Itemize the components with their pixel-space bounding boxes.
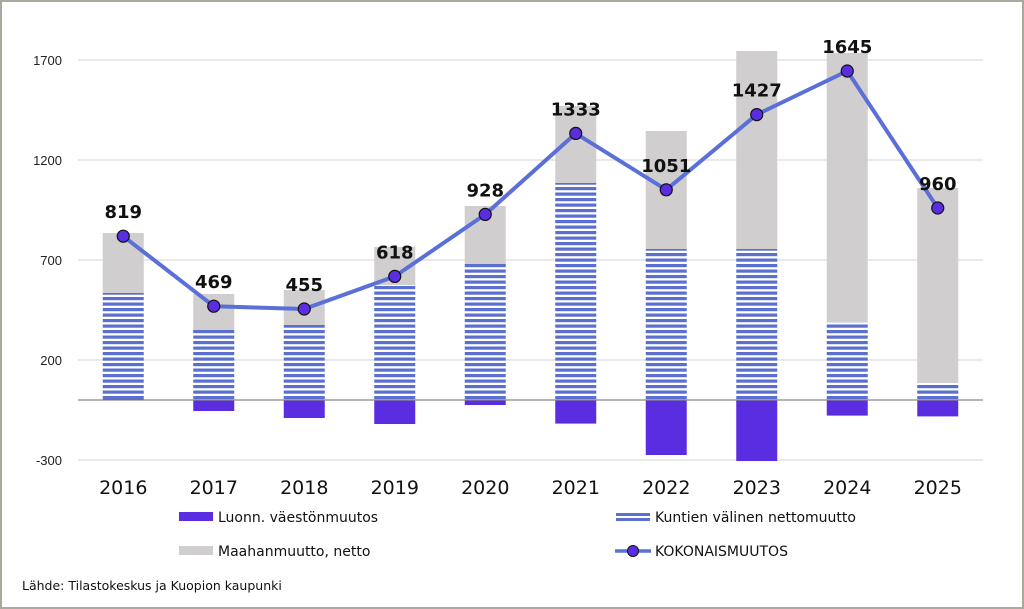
y-tick-label: 1700 [33, 53, 62, 68]
legend-swatch-natural [179, 512, 213, 521]
legend-marker-total [627, 545, 639, 557]
data-label: 928 [466, 180, 504, 201]
total-change-point [116, 229, 130, 243]
total-line [116, 64, 945, 316]
bar-natural-change [736, 400, 778, 461]
data-label: 469 [195, 272, 233, 293]
bar-immigration [102, 233, 144, 293]
data-labels: 819 469 455 618 928 1333 1051 1427 1645 960 [104, 37, 956, 296]
y-tick-label: 200 [40, 353, 62, 368]
y-axis-ticks: -300 200 700 1200 1700 [33, 53, 62, 468]
bar-immigration [736, 51, 778, 249]
x-tick-label: 2017 [190, 477, 238, 499]
legend-swatch-municipal-stripe [616, 518, 650, 521]
total-change-point [569, 126, 583, 140]
legend-item-total: KOKONAISMUUTOS [615, 544, 788, 560]
bar-natural-change [645, 400, 687, 455]
x-tick-label: 2019 [371, 477, 419, 499]
bar-municipal-migration [736, 249, 778, 400]
total-change-point [478, 207, 492, 221]
x-tick-label: 2020 [461, 477, 509, 499]
total-change-point [388, 269, 402, 283]
total-change-point [297, 302, 311, 316]
x-tick-label: 2025 [914, 477, 962, 499]
legend-label: KOKONAISMUUTOS [655, 544, 788, 560]
bar-municipal-migration [826, 322, 868, 400]
bar-municipal-migration [102, 293, 144, 399]
x-tick-label: 2022 [642, 477, 690, 499]
bar-natural-change [193, 400, 235, 411]
x-tick-label: 2016 [99, 477, 147, 499]
bar-municipal-migration [645, 249, 687, 400]
x-tick-label: 2021 [552, 477, 600, 499]
legend-swatch-immigration [179, 546, 213, 555]
legend-label: Maahanmuutto, netto [218, 544, 370, 560]
bar-municipal-migration [283, 325, 325, 400]
bar-municipal-migration [193, 330, 235, 400]
y-tick-label: 700 [40, 253, 62, 268]
x-tick-label: 2018 [280, 477, 328, 499]
data-label: 1645 [822, 37, 872, 58]
legend-item-municipal: Kuntien välinen nettomuutto [616, 510, 856, 526]
bar-natural-change [283, 400, 325, 418]
total-change-point [750, 107, 764, 122]
x-axis-labels: 2016 2017 2018 2019 2020 2021 2022 2023 2024 2025 [99, 477, 962, 499]
data-label: 618 [376, 242, 414, 263]
bar-municipal-migration [555, 183, 597, 400]
total-change-point [207, 299, 221, 313]
legend-item-immigration: Maahanmuutto, netto [179, 544, 370, 560]
total-change-point [931, 201, 945, 215]
y-tick-label: -300 [36, 453, 62, 468]
legend-swatch-municipal [616, 513, 650, 516]
legend-label: Luonn. väestönmuutos [218, 510, 378, 526]
data-label: 1051 [641, 156, 691, 177]
data-label: 1333 [551, 99, 601, 120]
y-tick-label: 1200 [33, 153, 62, 168]
total-change-line [122, 69, 940, 311]
x-tick-label: 2024 [823, 477, 871, 499]
data-label: 819 [104, 202, 142, 223]
x-tick-label: 2023 [733, 477, 781, 499]
legend-item-natural: Luonn. väestönmuutos [179, 510, 378, 526]
legend-label: Kuntien välinen nettomuutto [655, 510, 856, 526]
bar-municipal-migration [464, 264, 506, 400]
data-label: 1427 [732, 81, 782, 102]
source-note: Lähde: Tilastokeskus ja Kuopion kaupunki [22, 578, 282, 593]
bar-natural-change [826, 400, 868, 416]
bar-natural-change [917, 400, 959, 417]
bar-municipal-migration [374, 285, 416, 400]
data-label: 455 [285, 275, 323, 296]
data-label: 960 [919, 174, 957, 195]
total-change-point [840, 64, 854, 78]
bar-natural-change [374, 400, 416, 424]
bar-immigration [917, 188, 959, 383]
bar-immigration [826, 53, 868, 322]
total-change-point [659, 183, 673, 197]
legend: Luonn. väestönmuutos Kuntien välinen net… [179, 510, 856, 560]
bar-natural-change [464, 400, 506, 405]
bar-municipal-migration [917, 383, 959, 400]
bar-natural-change [555, 400, 597, 424]
